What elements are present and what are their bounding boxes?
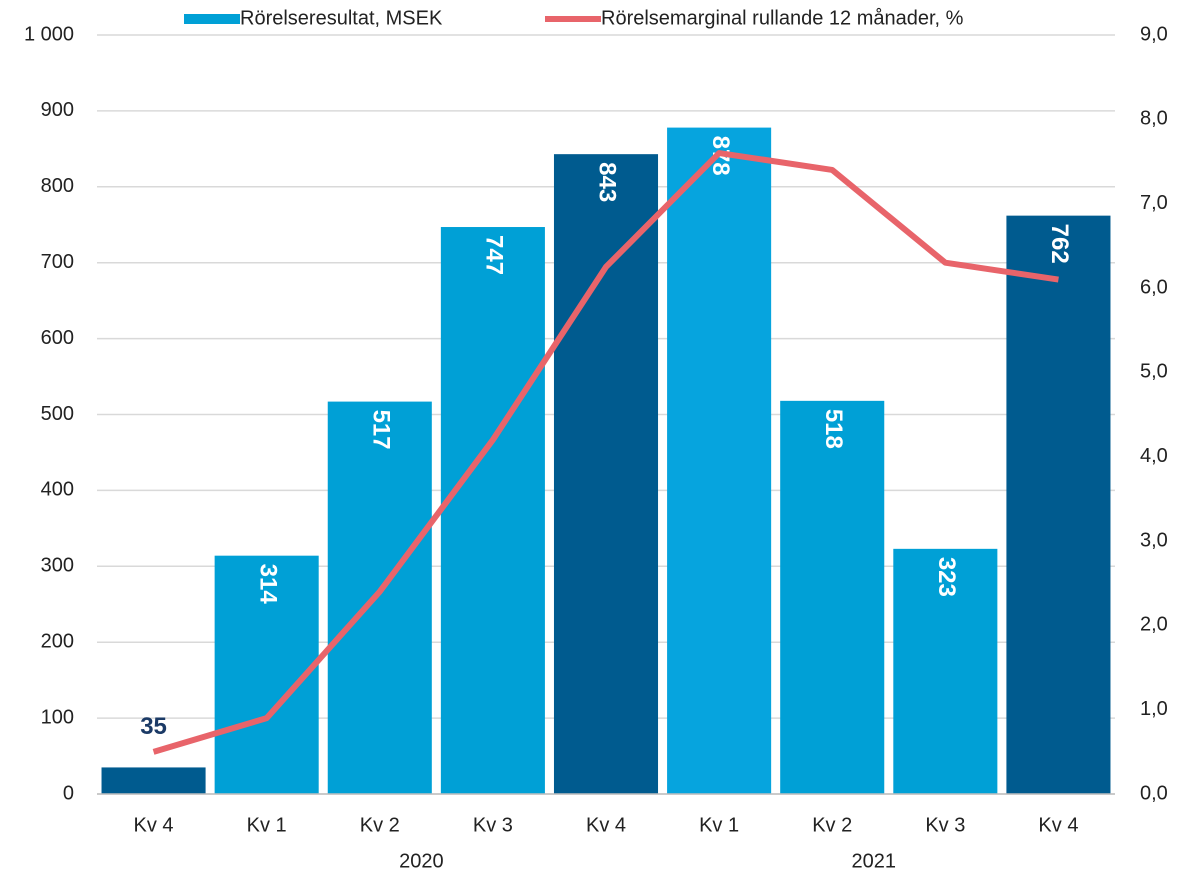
x-tick-label: Kv 3 (925, 814, 965, 836)
line (152, 150, 1059, 755)
data-label: 314 (254, 564, 281, 605)
y2-tick-label: 2,0 (1140, 614, 1168, 636)
data-label: 762 (1046, 224, 1073, 264)
y2-tick-label: 9,0 (1140, 23, 1168, 45)
bar (780, 400, 885, 794)
bar (1006, 215, 1111, 795)
y2-tick-label: 8,0 (1140, 108, 1168, 130)
y-tick-label: 900 (41, 99, 74, 121)
y2-tick-label: 0,0 (1140, 782, 1168, 804)
legend-label: Rörelsemarginal rullande 12 månader, % (601, 7, 964, 29)
y-tick-label: 300 (41, 555, 74, 577)
y-tick-label: 400 (41, 479, 74, 501)
y-tick-label: 1 000 (24, 23, 74, 45)
x-tick-label: Kv 2 (360, 814, 400, 836)
y-tick-label: 600 (41, 327, 74, 349)
x-group-label: 2021 (852, 850, 897, 872)
bar (440, 227, 545, 795)
data-label: 843 (594, 162, 621, 202)
y2-tick-label: 7,0 (1140, 192, 1168, 214)
y-tick-label: 800 (41, 175, 74, 197)
y2-tick-label: 3,0 (1140, 529, 1168, 551)
y-tick-label: 700 (41, 251, 74, 273)
legend-label: Rörelseresultat, MSEK (240, 7, 443, 29)
y2-tick-label: 4,0 (1140, 445, 1168, 467)
bar (327, 401, 432, 794)
x-tick-label: Kv 3 (473, 814, 513, 836)
x-tick-label: Kv 1 (247, 814, 287, 836)
y-tick-label: 100 (41, 706, 74, 728)
x-tick-label: Kv 4 (1038, 814, 1078, 836)
y2-tick-label: 1,0 (1140, 698, 1168, 720)
bar (893, 548, 998, 794)
bar (101, 767, 206, 794)
data-label: 747 (481, 235, 508, 275)
bar (553, 154, 659, 795)
y-tick-label: 0 (63, 782, 74, 804)
x-group-label: 2020 (399, 850, 444, 872)
x-tick-label: Kv 2 (812, 814, 852, 836)
x-tick-label: Kv 1 (699, 814, 739, 836)
legend-swatch (184, 14, 240, 24)
y2-tick-label: 5,0 (1140, 361, 1168, 383)
bar (667, 127, 772, 794)
data-label: 323 (933, 557, 960, 597)
y2-tick-label: 6,0 (1140, 276, 1168, 298)
data-label: 35 (140, 713, 167, 740)
data-label: 518 (820, 409, 847, 449)
x-tick-label: Kv 4 (586, 814, 626, 836)
y-tick-label: 500 (41, 403, 74, 425)
y-tick-label: 200 (41, 630, 74, 652)
data-label: 517 (367, 410, 394, 450)
x-tick-label: Kv 4 (134, 814, 174, 836)
